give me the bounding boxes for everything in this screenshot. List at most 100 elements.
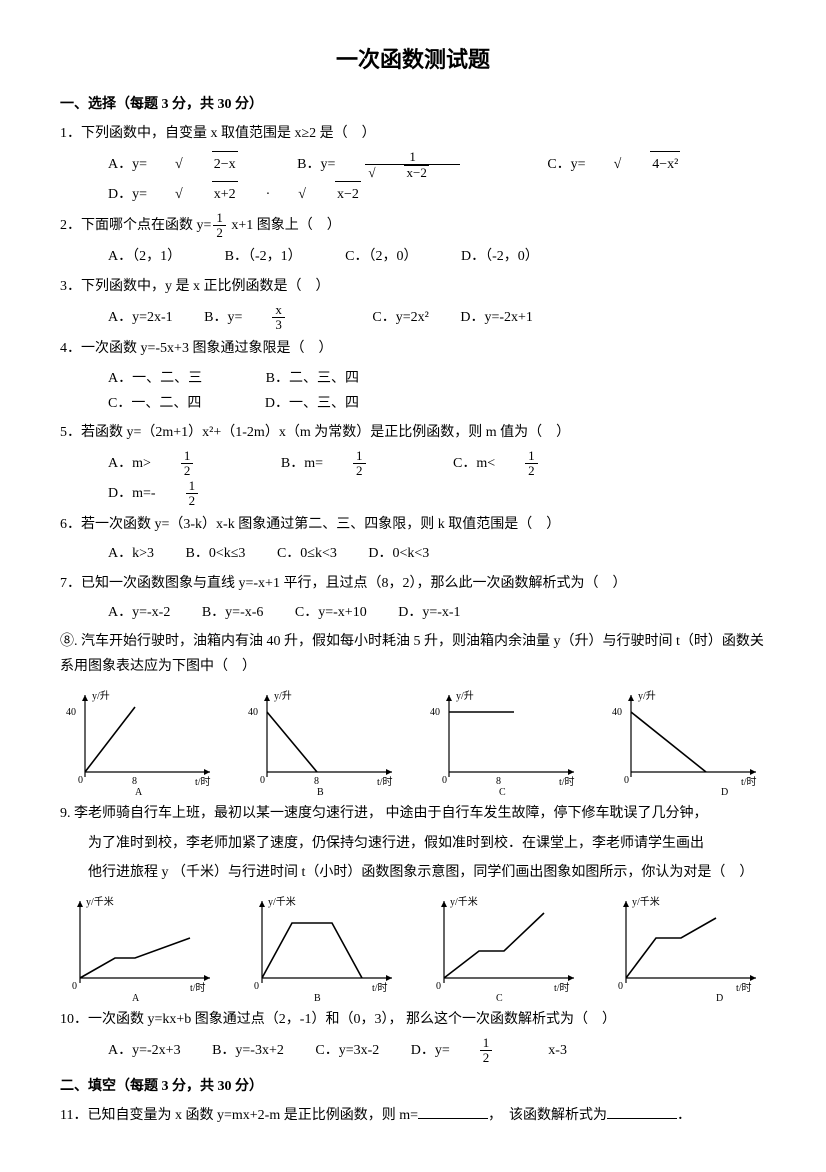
svg-text:t/时: t/时	[741, 776, 757, 788]
section-b-header: 二、填空（每题 3 分，共 30 分）	[60, 1074, 766, 1099]
q5-optA: A．m>12	[108, 449, 249, 479]
q5-stem: 5．若函数 y=（2m+1）x²+（1-2m）x（m 为常数）是正比例函数，则 …	[60, 420, 766, 445]
svg-text:C: C	[499, 787, 506, 797]
svg-text:0: 0	[72, 981, 77, 992]
q4-optB: B．二、三、四	[266, 366, 359, 391]
q8-graph-c: y/升 t/时 40 0 8 C	[424, 687, 584, 797]
svg-text:y/升: y/升	[638, 690, 656, 702]
q10-options: A．y=-2x+3 B．y=-3x+2 C．y=3x-2 D．y=12 x-3	[108, 1036, 766, 1066]
svg-text:B: B	[317, 787, 324, 797]
q7-optA: A．y=-x-2	[108, 600, 170, 625]
q2-options: A．（2，1） B．（-2，1） C．（2，0） D．（-2，0）	[108, 244, 766, 269]
svg-text:40: 40	[248, 707, 258, 718]
q1-stem: 1．下列函数中，自变量 x 取值范围是 x≥2 是（ ）	[60, 121, 766, 146]
q9-graph-b: y/千米 t/时 0 B	[242, 893, 402, 1003]
svg-text:y/千米: y/千米	[86, 895, 114, 908]
q10-optB: B．y=-3x+2	[212, 1038, 284, 1063]
svg-text:y/升: y/升	[274, 690, 292, 702]
svg-text:C: C	[496, 993, 503, 1003]
q3-optB: B．y=x3	[204, 303, 341, 333]
svg-text:A: A	[135, 787, 143, 797]
svg-text:y/升: y/升	[92, 690, 110, 702]
svg-text:y/千米: y/千米	[450, 895, 478, 908]
svg-text:0: 0	[260, 775, 265, 786]
q4-stem: 4．一次函数 y=-5x+3 图象通过象限是（ ）	[60, 336, 766, 361]
q10-stem: 10．一次函数 y=kx+b 图象通过点（2，-1）和（0，3）， 那么这个一次…	[60, 1007, 766, 1032]
q3-options: A．y=2x-1 B．y=x3 C．y=2x² D．y=-2x+1	[108, 303, 766, 333]
q3-optA: A．y=2x-1	[108, 305, 173, 330]
q2-optD: D．（-2，0）	[461, 244, 539, 269]
svg-text:D: D	[721, 787, 728, 797]
q8-graph-a: y/升 t/时 40 0 8 A	[60, 687, 220, 797]
q1-options: A．y=2−x B．y=1x−2 C．y=4−x² D．y=x+2 · x−2	[108, 150, 766, 207]
q8-graph-b: y/升 t/时 40 0 8 B	[242, 687, 402, 797]
q6-options: A．k>3 B．0<k≤3 C．0≤k<3 D．0<k<3	[108, 541, 766, 566]
q7-optC: C．y=-x+10	[295, 600, 367, 625]
q3-stem: 3．下列函数中，y 是 x 正比例函数是（ ）	[60, 274, 766, 299]
q5-optD: D．m=-12	[108, 479, 254, 509]
q2-stem: 2．下面哪个点在函数 y=12 x+1 图象上（ ）	[60, 211, 766, 241]
q1-optA: A．y=2−x	[108, 151, 266, 177]
q1-optD: D．y=x+2 · x−2	[108, 181, 389, 207]
svg-text:A: A	[132, 993, 140, 1003]
q1-optC: C．y=4−x²	[547, 151, 708, 177]
q9-stem1: 9. 李老师骑自行车上班，最初以某一速度匀速行进， 中途由于自行车发生故障，停下…	[60, 801, 766, 826]
q2-optA: A．（2，1）	[108, 244, 181, 269]
q6-optD: D．0<k<3	[368, 541, 429, 566]
q3-optD: D．y=-2x+1	[460, 305, 533, 330]
q10-optD: D．y=12 x-3	[411, 1036, 595, 1066]
q7-stem: 7．已知一次函数图象与直线 y=-x+1 平行，且过点（8，2），那么此一次函数…	[60, 571, 766, 596]
q9-stem3: 他行进旅程 y （千米）与行进时间 t（小时）函数图象示意图，同学们画出图象如图…	[88, 860, 766, 885]
svg-text:B: B	[314, 993, 321, 1003]
svg-text:t/时: t/时	[195, 776, 211, 788]
section-a-header: 一、选择（每题 3 分，共 30 分）	[60, 92, 766, 117]
q8-graph-d: y/升 t/时 40 0 D	[606, 687, 766, 797]
svg-text:t/时: t/时	[372, 982, 388, 994]
page-title: 一次函数测试题	[60, 40, 766, 80]
svg-text:y/千米: y/千米	[632, 895, 660, 908]
svg-text:t/时: t/时	[554, 982, 570, 994]
q6-optB: B．0<k≤3	[186, 541, 246, 566]
q2-optC: C．（2，0）	[345, 244, 417, 269]
svg-text:40: 40	[612, 707, 622, 718]
q8-graphs: y/升 t/时 40 0 8 A y/升 t/时 40 0 8 B y/升 t/…	[60, 687, 766, 797]
q6-stem: 6．若一次函数 y=（3-k）x-k 图象通过第二、三、四象限，则 k 取值范围…	[60, 512, 766, 537]
svg-text:t/时: t/时	[190, 982, 206, 994]
svg-text:0: 0	[442, 775, 447, 786]
q3-optC: C．y=2x²	[372, 305, 428, 330]
q9-graph-a: y/千米 t/时 0 A	[60, 893, 220, 1003]
svg-text:t/时: t/时	[377, 776, 393, 788]
q9-graphs: y/千米 t/时 0 A y/千米 t/时 0 B y/千米 t/时 0 C y…	[60, 893, 766, 1003]
q4-options: A．一、二、三 B．二、三、四 C．一、二、四 D．一、三、四	[108, 366, 766, 416]
q4-optA: A．一、二、三	[108, 366, 202, 391]
q6-optC: C．0≤k<3	[277, 541, 337, 566]
q8-stem: ⑧. 汽车开始行驶时，油箱内有油 40 升，假如每小时耗油 5 升，则油箱内余油…	[60, 629, 766, 679]
svg-text:D: D	[716, 993, 723, 1003]
q11: 11．已知自变量为 x 函数 y=mx+2-m 是正比例函数，则 m=， 该函数…	[60, 1103, 766, 1128]
q6-optA: A．k>3	[108, 541, 154, 566]
q7-options: A．y=-x-2 B．y=-x-6 C．y=-x+10 D．y=-x-1	[108, 600, 766, 625]
q7-optB: B．y=-x-6	[202, 600, 264, 625]
q10-optA: A．y=-2x+3	[108, 1038, 181, 1063]
q4-optC: C．一、二、四	[108, 391, 201, 416]
svg-text:40: 40	[66, 707, 76, 718]
q5-options: A．m>12 B．m=12 C．m<12 D．m=-12	[108, 449, 766, 508]
q11-blank1	[418, 1104, 488, 1119]
svg-text:y/千米: y/千米	[268, 895, 296, 908]
q5-optB: B．m=12	[281, 449, 422, 479]
svg-text:0: 0	[618, 981, 623, 992]
svg-text:t/时: t/时	[736, 982, 752, 994]
q2-optB: B．（-2，1）	[225, 244, 302, 269]
q1-optB: B．y=1x−2	[297, 150, 516, 181]
svg-text:0: 0	[436, 981, 441, 992]
q11-blank2	[607, 1104, 677, 1119]
q9-graph-c: y/千米 t/时 0 C	[424, 893, 584, 1003]
svg-text:40: 40	[430, 707, 440, 718]
svg-text:0: 0	[254, 981, 259, 992]
q4-optD: D．一、三、四	[265, 391, 359, 416]
svg-text:0: 0	[624, 775, 629, 786]
q9-graph-d: y/千米 t/时 0 D	[606, 893, 766, 1003]
svg-text:y/升: y/升	[456, 690, 474, 702]
q7-optD: D．y=-x-1	[398, 600, 460, 625]
svg-text:8: 8	[496, 776, 501, 787]
